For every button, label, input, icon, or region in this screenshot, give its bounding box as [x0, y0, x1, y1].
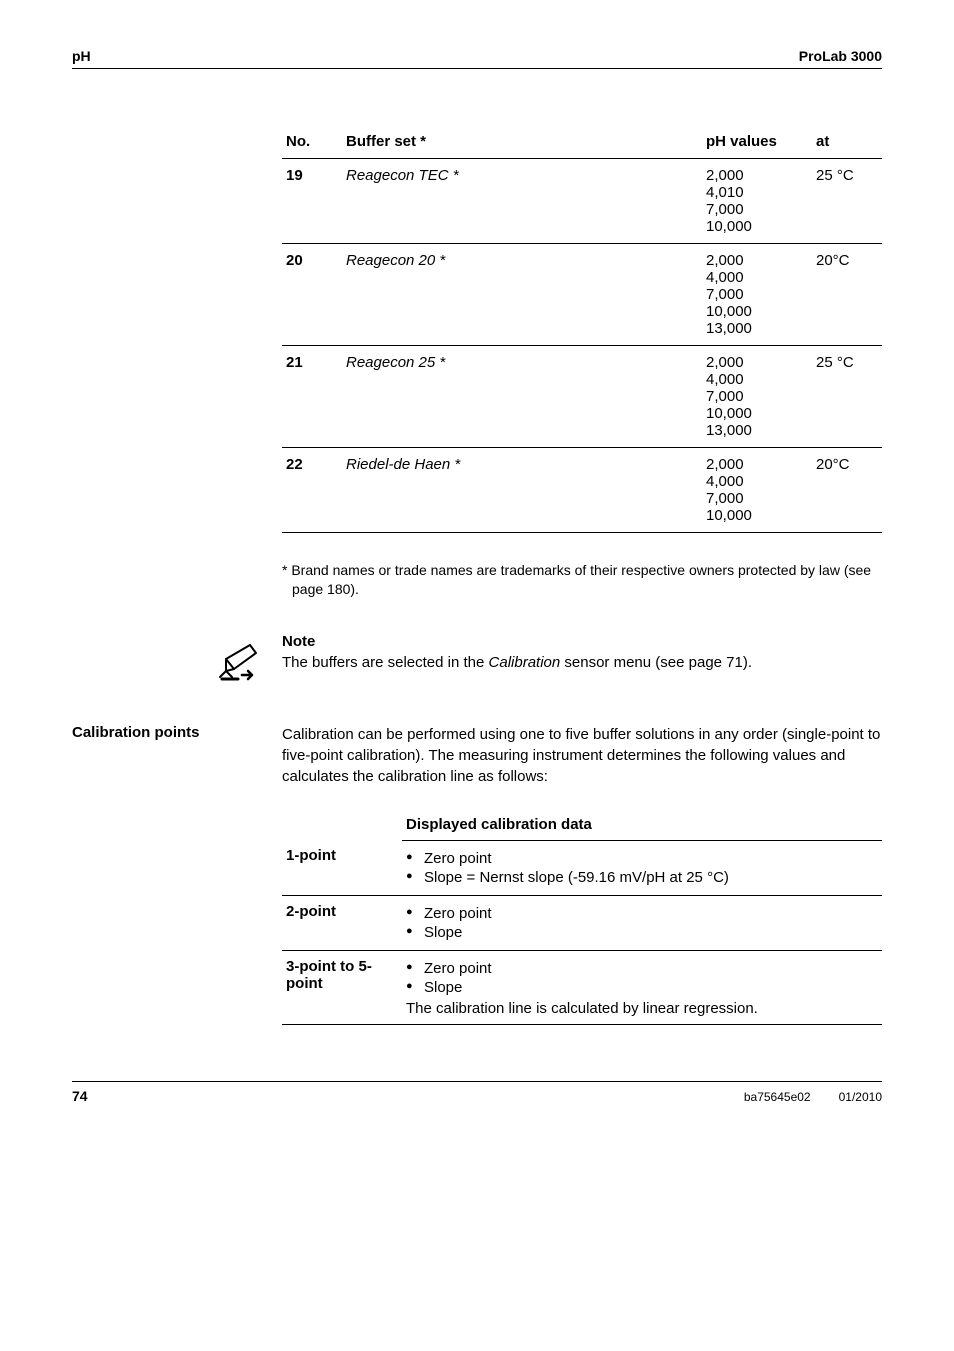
cal-row-label: 2-point: [282, 895, 402, 950]
ph-value: 4,010: [706, 184, 802, 201]
buffer-ph-values: 2,0004,0107,00010,000: [702, 159, 812, 244]
buffer-ph-values: 2,0004,0007,00010,000: [702, 448, 812, 533]
buffer-at: 20°C: [812, 244, 882, 346]
ph-value: 10,000: [706, 303, 802, 320]
cal-table-header: Displayed calibration data: [402, 809, 882, 841]
ph-value: 2,000: [706, 354, 802, 371]
buffer-at: 20°C: [812, 448, 882, 533]
ph-value: 10,000: [706, 507, 802, 524]
bullet-item: Slope = Nernst slope (-59.16 mV/pH at 25…: [406, 869, 872, 886]
ph-value: 7,000: [706, 201, 802, 218]
footnote: * Brand names or trade names are tradema…: [282, 561, 882, 599]
buffer-name: Reagecon 25 *: [342, 346, 702, 448]
buffer-name: Riedel-de Haen *: [342, 448, 702, 533]
ph-value: 4,000: [706, 473, 802, 490]
buffer-ph-values: 2,0004,0007,00010,00013,000: [702, 346, 812, 448]
table-row: 20Reagecon 20 *2,0004,0007,00010,00013,0…: [282, 244, 882, 346]
buffer-no: 22: [282, 448, 342, 533]
buffer-no: 20: [282, 244, 342, 346]
page-footer: 74 ba75645e02 01/2010: [72, 1081, 882, 1104]
bullet-item: Zero point: [406, 960, 872, 977]
table-row: 19Reagecon TEC *2,0004,0107,00010,00025 …: [282, 159, 882, 244]
cal-extra-text: The calibration line is calculated by li…: [406, 1000, 872, 1017]
buffer-no: 19: [282, 159, 342, 244]
cal-row-body: Zero point Slope: [402, 895, 882, 950]
ph-value: 2,000: [706, 456, 802, 473]
buffer-at: 25 °C: [812, 346, 882, 448]
calibration-points-label: Calibration points: [72, 724, 282, 741]
buffer-no: 21: [282, 346, 342, 448]
buffer-name: Reagecon 20 *: [342, 244, 702, 346]
table-row: 3-point to 5-pointZero point Slope The cal…: [282, 950, 882, 1024]
header-right: ProLab 3000: [799, 48, 882, 64]
note-heading: Note: [282, 633, 315, 650]
ph-value: 7,000: [706, 490, 802, 507]
ph-value: 7,000: [706, 388, 802, 405]
buffer-at: 25 °C: [812, 159, 882, 244]
header-left: pH: [72, 48, 91, 64]
ph-value: 4,000: [706, 269, 802, 286]
calibration-points-section: Calibration points Calibration can be pe…: [72, 724, 882, 787]
bullet-item: Zero point: [406, 850, 872, 867]
note-block: Note The buffers are selected in the Cal…: [212, 631, 882, 690]
buffer-col-at: at: [812, 125, 882, 159]
table-row: 1-pointZero point Slope = Nernst slope (-…: [282, 840, 882, 895]
buffer-col-no: No.: [282, 125, 342, 159]
ph-value: 13,000: [706, 422, 802, 439]
footer-date: 01/2010: [839, 1090, 882, 1104]
buffer-table: No. Buffer set * pH values at 19Reagecon…: [282, 125, 882, 533]
ph-value: 2,000: [706, 167, 802, 184]
bullet-item: Slope: [406, 979, 872, 996]
cal-row-label: 1-point: [282, 840, 402, 895]
note-body-italic: Calibration: [489, 654, 561, 671]
note-body-suffix: sensor menu (see page 71).: [560, 654, 752, 671]
cal-row-body: Zero point Slope = Nernst slope (-59.16 m…: [402, 840, 882, 895]
cal-row-label: 3-point to 5-point: [282, 950, 402, 1024]
ph-value: 7,000: [706, 286, 802, 303]
ph-value: 13,000: [706, 320, 802, 337]
buffer-name: Reagecon TEC *: [342, 159, 702, 244]
table-row: 21Reagecon 25 *2,0004,0007,00010,00013,0…: [282, 346, 882, 448]
calibration-table: Displayed calibration data 1-pointZero p…: [282, 809, 882, 1025]
table-row: 22Riedel-de Haen *2,0004,0007,00010,0002…: [282, 448, 882, 533]
footer-page-number: 74: [72, 1088, 88, 1104]
note-body-prefix: The buffers are selected in the: [282, 654, 489, 671]
calibration-points-body: Calibration can be performed using one t…: [282, 724, 882, 787]
table-row: 2-pointZero point Slope: [282, 895, 882, 950]
buffer-col-set: Buffer set *: [342, 125, 702, 159]
footer-code: ba75645e02: [744, 1090, 811, 1104]
cal-row-body: Zero point Slope The calibration line is c…: [402, 950, 882, 1024]
buffer-ph-values: 2,0004,0007,00010,00013,000: [702, 244, 812, 346]
page-header: pH ProLab 3000: [72, 48, 882, 69]
note-text: Note The buffers are selected in the Cal…: [282, 631, 752, 673]
buffer-col-ph: pH values: [702, 125, 812, 159]
note-icon: [212, 631, 272, 690]
ph-value: 2,000: [706, 252, 802, 269]
cal-table-empty-header: [282, 809, 402, 841]
ph-value: 4,000: [706, 371, 802, 388]
bullet-item: Slope: [406, 924, 872, 941]
ph-value: 10,000: [706, 405, 802, 422]
bullet-item: Zero point: [406, 905, 872, 922]
ph-value: 10,000: [706, 218, 802, 235]
